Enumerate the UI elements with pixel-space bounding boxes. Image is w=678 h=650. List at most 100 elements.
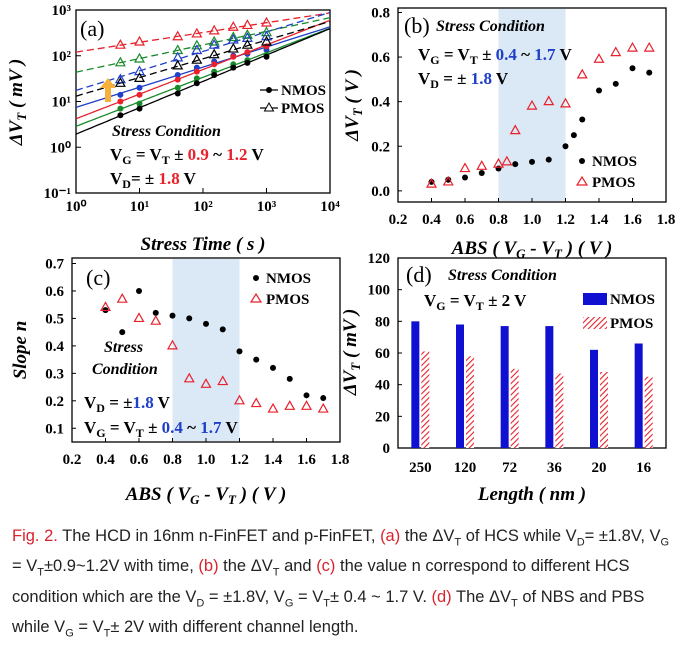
nmos-point — [193, 68, 200, 75]
pmos-point — [133, 52, 146, 63]
y-tick-label: 0 — [383, 441, 391, 457]
x-tick-label: 1.8 — [657, 212, 676, 228]
nmos-point — [244, 59, 251, 66]
panel-c-vd-equation: VD = ±1.8 V — [84, 393, 171, 415]
nmos-point — [230, 64, 237, 71]
nmos-point — [136, 100, 143, 107]
x-tick-label: 0.8 — [163, 452, 182, 468]
legend-nmos-swatch — [583, 293, 607, 305]
panel-d-label: (d) — [406, 262, 432, 287]
y-tick-label: 0.3 — [45, 366, 64, 382]
nmos-point — [303, 392, 310, 399]
x-tick-label: 1.0 — [523, 212, 542, 228]
nmos-point — [230, 53, 237, 60]
pmos-point — [191, 44, 203, 55]
nmos-point — [117, 105, 124, 112]
legend-nmos-label: NMOS — [266, 271, 311, 287]
pmos-point — [114, 73, 126, 84]
caption-text: = V — [12, 557, 38, 576]
y-tick-label: 10² — [52, 49, 72, 65]
y-tick-label: 120 — [368, 251, 391, 267]
nmos-bar — [411, 321, 420, 448]
nmos-point — [462, 174, 468, 181]
pmos-point — [114, 38, 126, 49]
pmos-point — [526, 99, 538, 110]
pmos-point — [501, 155, 513, 166]
nmos-point — [445, 176, 452, 183]
x-tick-label: 1.6 — [623, 212, 642, 228]
nmos-point — [136, 287, 142, 294]
legend-pmos-marker — [263, 101, 275, 112]
y-tick-label: 0.4 — [45, 339, 64, 355]
pmos-point — [260, 26, 273, 37]
x-tick-label: 16 — [636, 460, 652, 476]
legend-nmos-label: NMOS — [610, 292, 655, 308]
nmos-bar — [456, 324, 464, 448]
caption-text: = V — [78, 617, 104, 636]
nmos-bar — [500, 326, 509, 448]
panel-b-stress-title: Stress Condition — [436, 18, 545, 35]
x-tick-label: 0.2 — [63, 452, 82, 468]
y-tick-label: 0.7 — [45, 256, 64, 272]
pmos-point — [191, 53, 203, 64]
nmos-point — [119, 329, 126, 336]
y-tick-label: 0.4 — [371, 95, 390, 111]
nmos-point — [136, 84, 143, 91]
x-tick-label: 1.4 — [590, 212, 609, 228]
stress-vd-equation: VD= ± 1.8 V — [110, 169, 197, 191]
caption-sub: D — [576, 536, 585, 549]
nmos-point — [545, 156, 552, 163]
pmos-point — [626, 41, 639, 52]
panel-c-ylabel: Slope n — [10, 321, 31, 380]
pmos-point — [183, 372, 195, 383]
x-tick-label: 1.2 — [556, 212, 575, 228]
figure-caption: Fig. 2. The HCD in 16nm n-FinFET and p-F… — [12, 524, 672, 645]
pmos-point — [425, 177, 438, 188]
pmos-point — [317, 402, 329, 413]
caption-ref-c: (c) — [316, 557, 336, 576]
nmos-point — [629, 65, 636, 72]
pmos-point — [116, 292, 128, 303]
caption-text: of HCS while V — [465, 527, 577, 545]
pmos-point — [227, 21, 239, 31]
nmos-point — [244, 49, 251, 56]
caption-sub: T — [323, 596, 330, 609]
nmos-point — [203, 320, 209, 327]
y-tick-label: 10⁰ — [50, 140, 71, 156]
panel-d-plot-area — [397, 257, 667, 449]
x-tick-label: 1.8 — [331, 452, 350, 468]
legend-pmos-label: PMOS — [610, 316, 653, 332]
y-tick-label: 10¹ — [52, 95, 72, 111]
caption-sub: T — [272, 566, 280, 579]
pmos-point — [150, 314, 162, 325]
pmos-point — [172, 59, 184, 70]
x-tick-label: 0.2 — [389, 212, 408, 228]
x-tick-label: 10³ — [257, 199, 277, 215]
legend-nmos-marker — [266, 87, 272, 93]
caption-ref-d: (d) — [431, 587, 452, 606]
nmos-point — [646, 69, 653, 76]
panel-c-xlabel: ABS ( VG - VT ) ( V ) — [125, 484, 287, 507]
nmos-point — [478, 170, 485, 177]
panel-c: 0.2 0.4 0.6 0.8 1.0 1.2 1.4 1.6 1.8 0.1 0.2 0.3 0.4 0… — [10, 256, 349, 507]
pmos-point — [250, 397, 262, 408]
pmos-point — [133, 72, 146, 82]
nmos-point — [186, 315, 193, 322]
stress-condition-title: Stress Condition — [112, 123, 221, 140]
caption-sub: D — [196, 596, 205, 609]
pmos-fit-line — [75, 12, 331, 53]
pmos-point — [267, 402, 279, 413]
panel-d-ylabel: ΔVT ( mV ) — [340, 309, 363, 397]
nmos-point — [286, 375, 293, 382]
pmos-point — [133, 35, 146, 46]
nmos-bar — [545, 326, 554, 448]
y-tick-label: 10³ — [52, 3, 72, 19]
nmos-point — [320, 395, 327, 402]
nmos-point — [211, 61, 218, 68]
pmos-bar — [466, 356, 474, 448]
panel-c-stress-title: Stress — [104, 339, 143, 356]
panel-b-xlabel: ABS ( VG - VT ) ( V ) — [451, 238, 613, 261]
caption-text: = ±1.8V, V — [584, 527, 661, 545]
